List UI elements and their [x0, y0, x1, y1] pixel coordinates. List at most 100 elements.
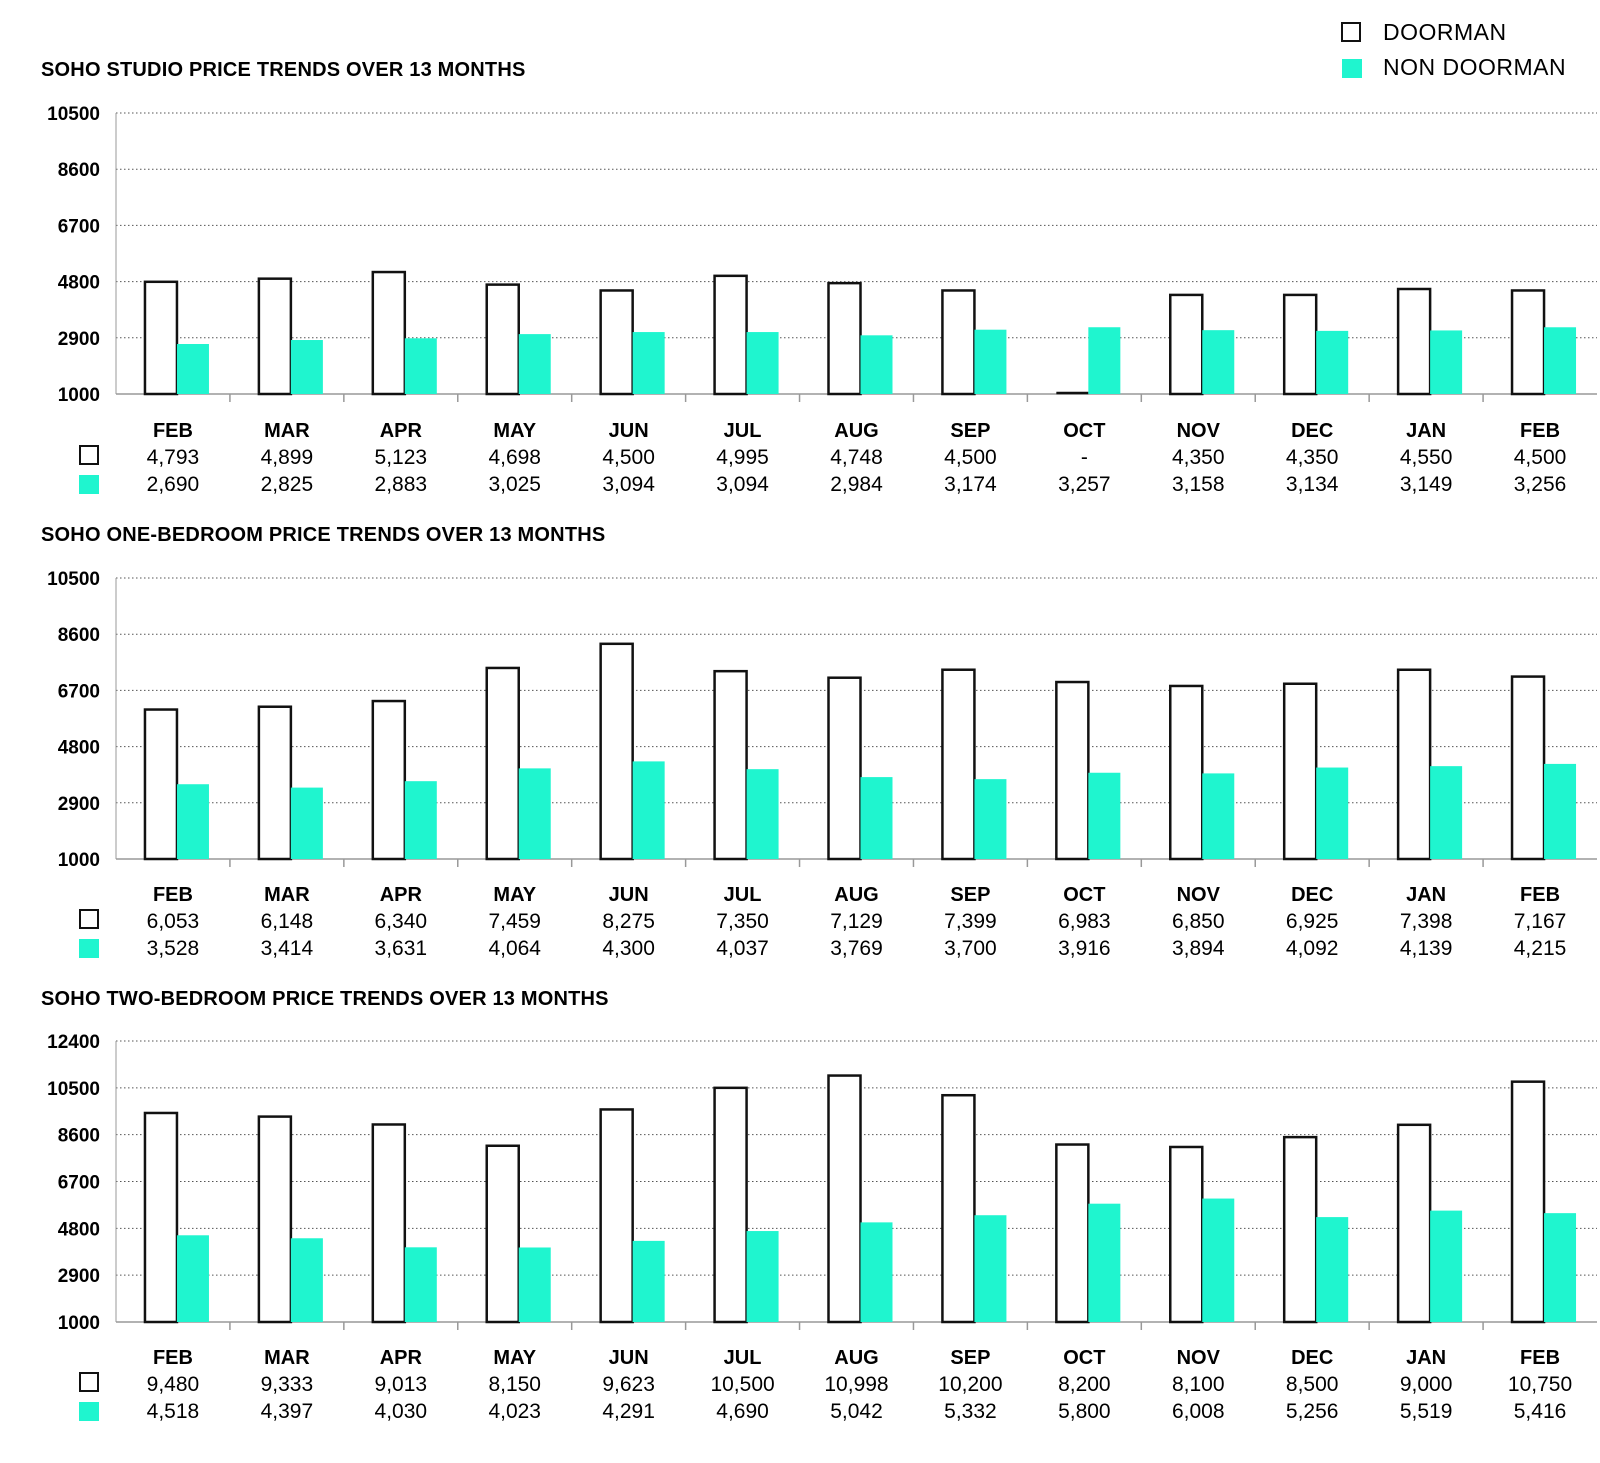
value-label-non-doorman: 2,690: [147, 473, 200, 496]
value-label-doorman: 4,748: [830, 446, 883, 469]
value-label-doorman: 9,480: [147, 1373, 200, 1396]
y-tick-label: 1000: [58, 1313, 100, 1334]
bar-non-doorman: [1430, 330, 1463, 394]
value-label-doorman: 4,550: [1400, 446, 1453, 469]
value-label-doorman: 4,995: [716, 446, 769, 469]
row-marker-non-doorman: [79, 1402, 99, 1421]
value-label-doorman: 7,399: [944, 910, 997, 933]
x-tick-label: FEB: [153, 420, 193, 442]
value-label-non-doorman: 3,257: [1058, 473, 1111, 496]
bar-non-doorman: [746, 1231, 779, 1322]
value-label-non-doorman: 4,064: [488, 937, 541, 960]
bar-non-doorman: [290, 1238, 323, 1322]
x-tick-label: SEP: [950, 420, 990, 442]
bar-non-doorman: [176, 1235, 209, 1322]
value-label-doorman: 6,053: [147, 910, 200, 933]
row-marker-non-doorman: [79, 475, 99, 494]
bar-doorman: [941, 289, 976, 396]
value-label-non-doorman: 4,291: [602, 1400, 655, 1423]
value-label-non-doorman: 3,025: [488, 473, 541, 496]
y-tick-label: 2900: [58, 1266, 100, 1287]
bar-doorman: [1396, 287, 1432, 396]
bar-non-doorman: [860, 777, 893, 859]
value-label-doorman: 4,793: [147, 446, 200, 469]
x-tick-label: FEB: [1520, 884, 1560, 906]
bar-doorman: [1055, 680, 1090, 861]
x-tick-label: OCT: [1063, 420, 1105, 442]
chart-title: SOHO ONE-BEDROOM PRICE TRENDS OVER 13 MO…: [41, 524, 605, 546]
value-label-doorman: 6,850: [1172, 910, 1225, 933]
value-label-doorman: 9,623: [602, 1373, 655, 1396]
value-label-non-doorman: 4,518: [147, 1400, 200, 1423]
value-label-doorman: 9,333: [261, 1373, 314, 1396]
x-tick-label: MAY: [493, 1347, 536, 1369]
value-label-non-doorman: 3,700: [944, 937, 997, 960]
x-tick-label: APR: [380, 884, 423, 906]
bar-doorman: [713, 1086, 748, 1324]
bar-doorman: [827, 1074, 862, 1324]
bar-doorman: [941, 1093, 976, 1324]
bar-doorman: [257, 1115, 293, 1324]
x-tick-label: JAN: [1406, 884, 1446, 906]
value-label-doorman: 8,100: [1172, 1373, 1225, 1396]
value-label-doorman: 4,899: [261, 446, 314, 469]
value-label-non-doorman: 3,414: [261, 937, 314, 960]
bar-non-doorman: [1088, 327, 1121, 394]
bar-non-doorman: [746, 332, 779, 394]
value-label-doorman: 4,500: [602, 446, 655, 469]
bar-non-doorman: [518, 768, 551, 859]
bar-non-doorman: [1202, 1198, 1235, 1322]
bar-non-doorman: [1316, 1217, 1349, 1322]
bar-doorman: [1510, 1080, 1546, 1324]
y-tick-label: 8600: [58, 1126, 100, 1147]
chart-title: SOHO STUDIO PRICE TRENDS OVER 13 MONTHS: [41, 59, 526, 81]
value-label-doorman: 10,500: [710, 1373, 774, 1396]
x-tick-label: JAN: [1406, 420, 1446, 442]
value-label-doorman: 6,340: [375, 910, 428, 933]
x-tick-label: DEC: [1291, 884, 1333, 906]
bar-non-doorman: [290, 340, 323, 394]
y-tick-label: 2900: [58, 329, 100, 350]
row-marker-doorman: [79, 909, 99, 929]
value-label-non-doorman: 6,008: [1172, 1400, 1225, 1423]
x-tick-label: MAY: [493, 420, 536, 442]
value-label-non-doorman: 5,256: [1286, 1400, 1339, 1423]
chart-3: SOHO TWO-BEDROOM PRICE TRENDS OVER 13 MO…: [41, 988, 1597, 1423]
legend-non-doorman-label: NON DOORMAN: [1383, 54, 1566, 80]
bar-non-doorman: [176, 784, 209, 859]
value-label-non-doorman: 5,042: [830, 1400, 883, 1423]
x-tick-label: AUG: [834, 420, 878, 442]
x-tick-label: FEB: [1520, 1347, 1560, 1369]
value-label-non-doorman: 3,174: [944, 473, 997, 496]
bar-doorman: [1510, 289, 1546, 396]
bar-non-doorman: [860, 335, 893, 394]
chart-2: SOHO ONE-BEDROOM PRICE TRENDS OVER 13 MO…: [41, 524, 1597, 960]
y-tick-label: 6700: [58, 681, 100, 702]
bar-non-doorman: [1430, 766, 1463, 859]
value-label-doorman: 5,123: [375, 446, 428, 469]
x-tick-label: JUN: [609, 420, 649, 442]
value-label-non-doorman: 4,023: [488, 1400, 541, 1423]
value-label-doorman: 4,350: [1286, 446, 1339, 469]
bar-non-doorman: [632, 332, 665, 394]
y-tick-label: 8600: [58, 160, 100, 181]
value-label-doorman: 7,398: [1400, 910, 1453, 933]
value-label-doorman: 7,167: [1514, 910, 1567, 933]
chart-title: SOHO TWO-BEDROOM PRICE TRENDS OVER 13 MO…: [41, 988, 609, 1010]
value-label-doorman: 7,459: [488, 910, 541, 933]
x-tick-label: FEB: [153, 884, 193, 906]
value-label-non-doorman: 3,094: [602, 473, 655, 496]
bar-doorman: [827, 281, 862, 396]
x-tick-label: APR: [380, 420, 423, 442]
bar-doorman: [599, 642, 634, 861]
value-label-doorman: 8,500: [1286, 1373, 1339, 1396]
bar-doorman: [371, 270, 407, 396]
value-label-non-doorman: 5,800: [1058, 1400, 1111, 1423]
bar-doorman: [599, 1108, 634, 1324]
bar-non-doorman: [518, 1247, 551, 1322]
bar-doorman: [827, 676, 862, 861]
legend-doorman-label: DOORMAN: [1383, 19, 1507, 45]
bar-doorman: [713, 669, 748, 861]
x-tick-label: AUG: [834, 1347, 878, 1369]
y-tick-label: 6700: [58, 1173, 100, 1194]
